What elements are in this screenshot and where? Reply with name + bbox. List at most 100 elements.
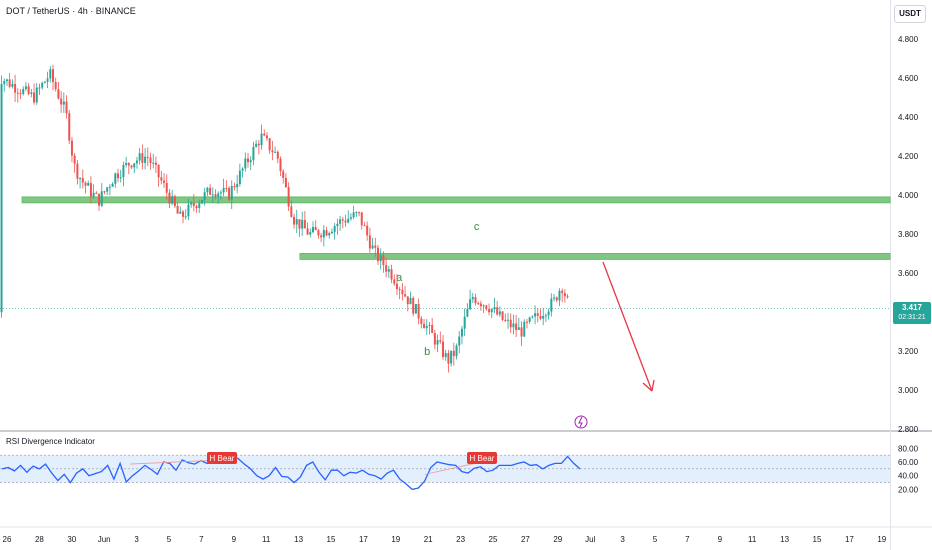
candle-body [95,192,98,194]
candle-body [368,235,371,249]
candle-body [198,203,201,209]
candle-body [73,155,76,164]
candle-body [517,327,520,330]
candle-body [507,319,509,321]
candle-body [406,296,409,305]
candle-body [531,316,534,318]
rsi-panel-title: RSI Divergence Indicator [6,437,95,446]
price-tick-label: 4.800 [898,35,919,44]
candle-body [157,164,160,178]
candle-body [344,220,347,223]
candle-body [328,233,331,236]
candle-body [114,173,117,184]
candle-body [52,69,54,82]
candle-body [108,186,111,188]
candle-body [8,79,11,87]
time-tick-label: 26 [3,535,12,544]
candle-body [127,162,130,166]
candle-body [5,79,8,82]
candle-body [92,192,95,197]
candle-body [387,269,390,272]
candle-body [154,162,157,165]
candle-body [377,247,379,262]
candle-body [312,227,314,233]
candle-body [314,227,317,231]
candle-body [106,187,109,192]
candle-body [271,150,274,153]
candle-body [200,200,203,204]
candle-body [566,296,569,298]
resistance-zone-lower [299,253,891,260]
candle-body [463,316,466,329]
candle-body [301,219,304,229]
candle-body [222,187,225,193]
time-tick-label: Jul [585,535,595,544]
time-tick-label: 11 [262,535,271,544]
time-tick-label: 23 [456,535,465,544]
candle-body [70,140,73,156]
candle-body [144,156,147,163]
candle-body [360,212,363,226]
candle-body [219,192,222,194]
candle-body [555,297,558,301]
candle-body [87,183,90,186]
last-price: 3.417 [901,303,923,312]
lightning-icon [578,416,583,428]
candle-body [542,315,545,319]
candle-body [260,133,263,146]
projection-arrowhead [642,379,655,392]
candle-body [295,219,298,225]
candle-body [46,78,49,82]
candle-body [152,162,155,164]
time-tick-label: 7 [685,535,690,544]
candle-body [160,177,163,181]
candle-body [366,225,369,236]
time-tick-label: Jun [98,535,111,544]
candle-body [265,135,268,139]
candle-body [349,217,352,219]
time-tick-label: 29 [553,535,562,544]
candle-body [339,219,342,224]
h-bear-label-1-bg [207,452,237,464]
rsi-tick-label: 40.00 [898,472,919,481]
time-tick-label: 9 [232,535,237,544]
candle-body [122,164,125,178]
candle-body [528,317,531,322]
time-tick-label: 11 [748,535,757,544]
candle-body [19,93,22,95]
time-tick-label: 7 [199,535,204,544]
candle-body [98,193,101,206]
candle-body [209,187,212,195]
candle-body [38,87,41,89]
candle-body [471,297,474,300]
candle-body [382,255,385,266]
time-tick-label: 5 [653,535,658,544]
rsi-line [1,454,581,491]
candle-body [287,187,290,207]
candle-body [146,156,149,158]
candle-body [14,84,17,93]
candle-body [385,265,388,272]
candle-body [236,184,239,188]
candle-body [79,177,82,179]
time-tick-label: 25 [489,535,498,544]
price-tick-label: 3.000 [898,386,919,395]
candle-body [436,340,439,345]
candle-body [322,230,325,238]
candle-body [423,323,426,329]
candle-body [228,188,231,200]
time-tick-label: 5 [167,535,172,544]
wave-label-a: a [396,272,403,284]
candle-body [249,160,252,163]
candle-body [563,293,566,297]
currency-button[interactable]: USDT [894,5,926,23]
candle-body [41,82,44,88]
candle-body [561,290,564,294]
candle-body [179,211,182,214]
candle-body [498,311,501,315]
candle-body [24,86,27,89]
candle-body [355,212,358,214]
price-tick-label: 3.200 [898,347,919,356]
candle-body [203,192,206,201]
